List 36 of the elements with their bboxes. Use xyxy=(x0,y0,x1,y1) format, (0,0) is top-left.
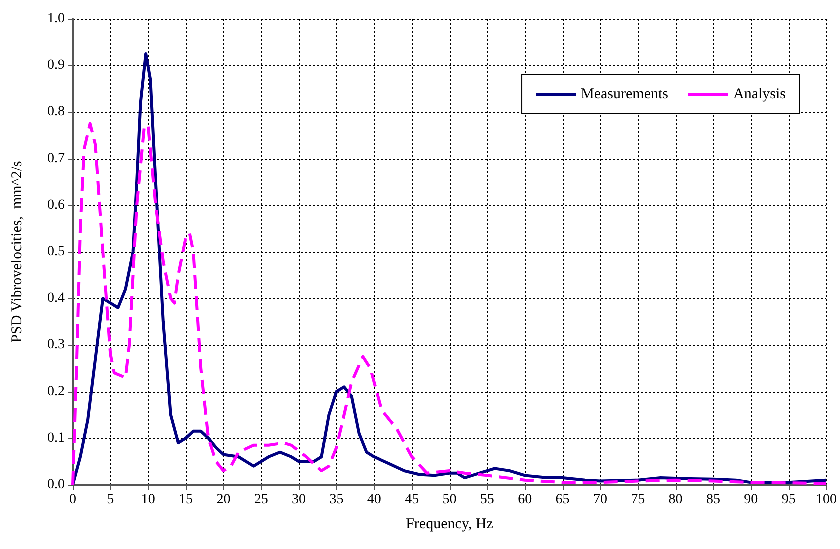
y-tick-label: 0.4 xyxy=(48,291,65,306)
x-tick-label: 95 xyxy=(782,492,796,508)
x-tick-label: 100 xyxy=(816,492,837,508)
legend-label: Analysis xyxy=(734,86,786,102)
x-tick-label: 15 xyxy=(179,492,194,508)
x-tick-label: 0 xyxy=(70,492,76,508)
x-axis-title: Frequency, Hz xyxy=(406,516,494,532)
x-tick-label: 5 xyxy=(107,492,114,508)
y-tick-label: 0.8 xyxy=(48,104,65,120)
x-tick-label: 65 xyxy=(556,492,570,508)
x-tick-label: 20 xyxy=(216,492,231,508)
x-tick-label: 40 xyxy=(367,492,382,508)
y-tick-label: 0.6 xyxy=(48,198,65,213)
y-tick-label: 1.0 xyxy=(48,12,65,26)
x-tick-label: 10 xyxy=(141,492,156,508)
x-tick-label: 70 xyxy=(593,492,608,508)
y-axis-title: PSD Vibrovelocities, mm^2/s xyxy=(10,160,26,343)
x-tick-label: 55 xyxy=(480,492,494,508)
x-tick-label: 45 xyxy=(405,492,420,508)
y-tick-label: 0.7 xyxy=(48,151,65,166)
legend-label: Measurements xyxy=(581,86,669,102)
y-tick-label: 0.9 xyxy=(48,58,65,74)
y-tick-label: 0.2 xyxy=(48,384,65,400)
x-tick-label: 80 xyxy=(668,492,683,508)
x-tick-label: 50 xyxy=(442,492,457,508)
y-tick-label: 0.3 xyxy=(48,338,65,353)
x-tick-label: 75 xyxy=(631,492,646,508)
y-tick-label: 0.1 xyxy=(48,430,65,446)
x-tick-label: 30 xyxy=(292,492,306,508)
x-tick-label: 60 xyxy=(518,492,532,508)
y-tick-label: 0.5 xyxy=(48,244,65,260)
x-tick-label: 90 xyxy=(744,492,758,508)
y-tick-label: 0.0 xyxy=(48,478,65,492)
x-tick-label: 25 xyxy=(254,492,268,508)
x-tick-label: 85 xyxy=(706,492,720,508)
x-tick-label: 35 xyxy=(330,492,344,508)
